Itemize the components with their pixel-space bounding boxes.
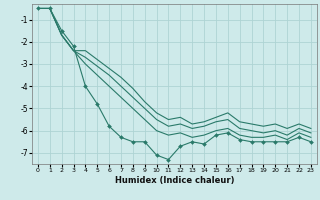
X-axis label: Humidex (Indice chaleur): Humidex (Indice chaleur) — [115, 176, 234, 185]
